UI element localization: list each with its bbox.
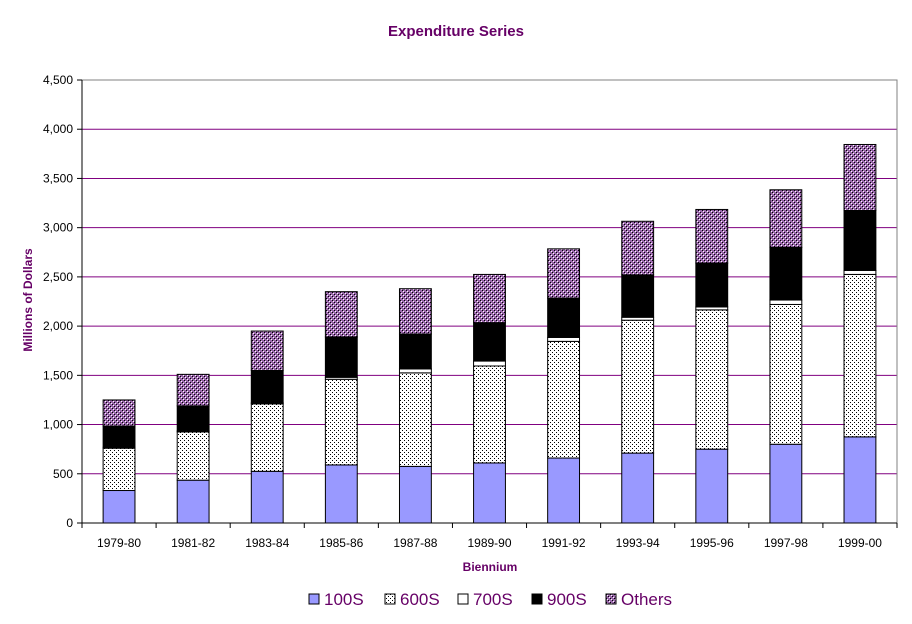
y-tick-label: 500	[53, 467, 73, 481]
x-tick-label: 1983-84	[245, 536, 289, 550]
bar-segment-others	[324, 291, 358, 338]
y-tick-label: 4,500	[43, 73, 73, 87]
bar-segment-600s	[324, 378, 358, 466]
bar-segment-100s	[843, 436, 877, 524]
bar-segment-900s	[473, 322, 506, 362]
bar-segment-100s	[250, 470, 284, 524]
x-tick-label: 1995-96	[690, 536, 734, 550]
x-tick-label: 1979-80	[97, 536, 141, 550]
y-tick-label: 0	[66, 516, 73, 530]
y-tick-labels: 0 500 1,000 1,500 2,000 2,500 3,000 3,500 4,000 4…	[43, 73, 73, 530]
bar-segment-900s	[324, 336, 358, 378]
bar-segment-700s	[473, 360, 506, 367]
bar-segment-700s	[769, 299, 803, 305]
axes	[77, 79, 898, 528]
bar-segment-others	[102, 399, 136, 427]
bar-segment-900s	[102, 425, 136, 448]
x-tick-label: 1981-82	[171, 536, 215, 550]
bar-segment-600s	[102, 447, 136, 492]
bar-segment-100s	[769, 443, 803, 524]
bar-segment-900s	[843, 209, 877, 271]
bar-segment-700s	[843, 269, 877, 275]
x-tick-label: 1997-98	[764, 536, 808, 550]
bar-segment-900s	[250, 369, 284, 404]
bar-segment-600s	[621, 319, 655, 454]
x-tick-label: 1993-94	[616, 536, 660, 550]
bar-segment-others	[176, 373, 210, 407]
legend: 100S 600S 700S 900S Others	[308, 590, 672, 609]
bar-segment-others	[398, 288, 432, 335]
bar-segment-others	[547, 248, 581, 299]
bar-segment-600s	[250, 403, 284, 472]
x-tick-label: 1987-88	[393, 536, 437, 550]
bar-segment-700s	[398, 368, 432, 374]
x-tick-labels: 1979-80 1981-82 1983-84 1985-86 1987-88 1989-…	[97, 536, 882, 550]
bar-segment-900s	[176, 405, 210, 432]
x-tick-label: 1989-90	[467, 536, 511, 550]
y-tick-label: 2,500	[43, 270, 73, 284]
y-tick-label: 3,500	[43, 171, 73, 185]
bar-segment-700s	[547, 336, 581, 342]
legend-swatch-others	[605, 593, 617, 605]
bar-segment-others	[695, 208, 729, 264]
bar-segment-100s	[398, 465, 432, 524]
chart-title: Expenditure Series	[388, 23, 524, 40]
bar-segment-900s	[695, 262, 729, 308]
bar-segment-600s	[769, 303, 803, 445]
bar-segment-600s	[695, 309, 729, 450]
bar-segment-600s	[398, 372, 432, 467]
y-tick-label: 1,500	[43, 368, 73, 382]
bar-segment-100s	[102, 490, 136, 524]
bar-segment-others	[473, 273, 506, 324]
legend-label-900s: 900S	[547, 590, 587, 609]
bar-segment-100s	[324, 464, 358, 524]
bar-segment-900s	[769, 246, 803, 301]
bar-segment-others	[621, 220, 655, 276]
bar-segment-600s	[843, 273, 877, 438]
y-tick-label: 4,000	[43, 122, 73, 136]
bar-segment-900s	[547, 297, 581, 338]
bar-segment-others	[769, 189, 803, 248]
y-tick-label: 1,000	[43, 418, 73, 432]
legend-label-600s: 600S	[400, 590, 440, 609]
bar-segment-100s	[547, 457, 581, 524]
y-tick-label: 2,000	[43, 319, 73, 333]
bar-segment-others	[843, 143, 877, 211]
legend-swatch-600s	[384, 593, 396, 605]
bar-segment-900s	[398, 333, 432, 370]
bar-segment-100s	[621, 452, 655, 524]
bar-segment-others	[250, 330, 284, 371]
legend-swatch-100s	[308, 593, 320, 605]
y-tick-label: 3,000	[43, 221, 73, 235]
bar-segment-600s	[176, 431, 210, 481]
bar-segment-600s	[473, 365, 506, 464]
bar-segment-100s	[695, 448, 729, 524]
bar-segment-900s	[621, 274, 655, 318]
bar-segment-600s	[547, 340, 581, 459]
legend-label-others: Others	[621, 590, 672, 609]
bars	[102, 143, 877, 524]
x-tick-label: 1999-00	[838, 536, 882, 550]
x-axis-title: Biennium	[463, 560, 518, 574]
y-axis-title: Millions of Dollars	[21, 248, 35, 352]
legend-label-700s: 700S	[473, 590, 513, 609]
bar-segment-100s	[473, 462, 506, 524]
legend-label-100s: 100S	[324, 590, 364, 609]
legend-swatch-700s	[457, 593, 469, 605]
x-tick-label: 1985-86	[319, 536, 363, 550]
legend-swatch-900s	[531, 593, 543, 605]
bar-segment-100s	[176, 479, 210, 524]
x-tick-label: 1991-92	[542, 536, 586, 550]
